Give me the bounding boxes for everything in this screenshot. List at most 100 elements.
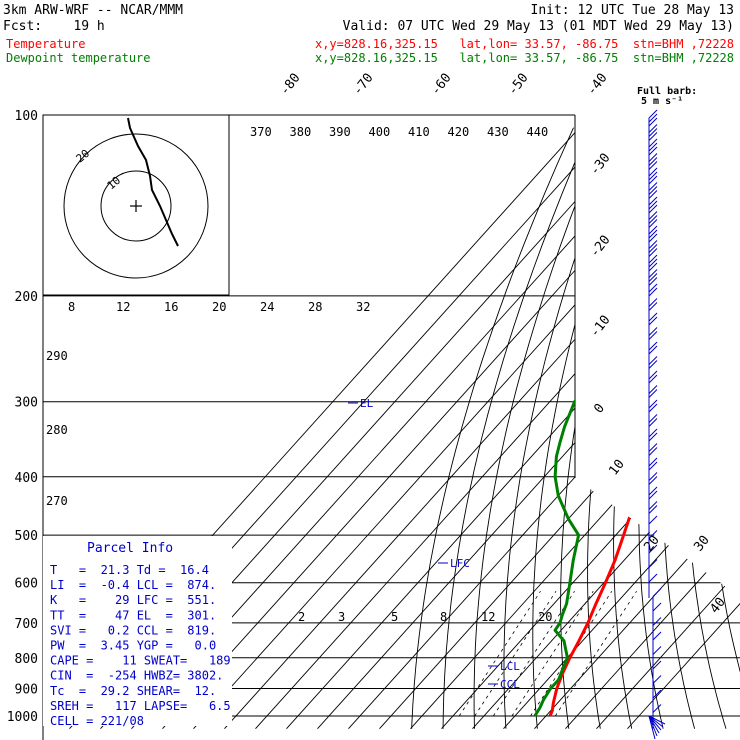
upper-axis-label: 32 — [356, 300, 370, 314]
wind-barbs — [648, 109, 666, 740]
dewpoint-info: x,y=828.16,325.15 lat,lon= 33.57, -86.75… — [315, 51, 734, 65]
upper-axis-label: 16 — [164, 300, 178, 314]
upper-axis-label: 20 — [212, 300, 226, 314]
wind-barb-flag — [648, 254, 658, 264]
wind-barb-flag — [648, 269, 658, 278]
wind-barb-flag — [648, 544, 658, 554]
wind-barb-flag — [648, 345, 658, 355]
pressure-label: 1000 — [7, 710, 38, 725]
parcel-info-title: Parcel Info — [87, 541, 173, 556]
upper-axis-label: 24 — [260, 300, 274, 314]
mixing-ratio-label: 2 — [298, 610, 305, 624]
wind-barb-flag — [652, 704, 662, 713]
wind-barb-flag — [648, 287, 658, 297]
parcel-info-row: CIN = -254 HWBZ= 3802. — [50, 669, 223, 683]
wind-barb-flag — [652, 689, 662, 699]
parcel-info-box: Parcel Info T = 21.3 Td = 16.4LI = -0.4 L… — [43, 536, 232, 728]
theta-label: 440 — [527, 125, 549, 139]
wind-barb-flag — [648, 200, 658, 210]
parcel-info-row: PW = 3.45 YGP = 0.0 — [50, 639, 216, 653]
model-title: 3km ARW-WRF -- NCAR/MMM — [3, 3, 183, 18]
wind-barb-flag — [648, 128, 658, 137]
wind-barb-flag — [652, 675, 662, 684]
isotherm-line — [503, 115, 740, 730]
wind-barb-flag — [648, 476, 658, 485]
wind-barb-flag — [648, 240, 658, 249]
wind-barb-flag — [648, 142, 658, 152]
dry-adiabat-line — [732, 127, 740, 729]
wind-barb-flag — [648, 117, 658, 127]
theta-label: 380 — [290, 125, 312, 139]
wind-barb-flag — [648, 146, 658, 156]
wind-barb-surface — [648, 715, 656, 740]
left-axis-label: 270 — [46, 494, 68, 508]
wind-barb-flag — [648, 248, 658, 257]
pressure-label: 500 — [15, 529, 38, 544]
forecast-hour: Fcst: 19 h — [3, 19, 105, 34]
barb-legend-value: 5 m s⁻¹ — [641, 96, 683, 107]
isotherm-line — [317, 115, 740, 730]
isotherm-label: -40 — [584, 71, 610, 99]
wind-barb-flag — [648, 190, 658, 199]
wind-barb-flag — [648, 196, 658, 206]
wind-barb-flag — [648, 132, 658, 141]
wind-barb-surface — [648, 715, 662, 731]
isotherm-line — [596, 115, 740, 730]
level-label: EL — [360, 397, 374, 410]
level-label: LFC — [450, 557, 470, 570]
wind-barb-flag — [648, 461, 658, 471]
wind-barb-flag — [648, 327, 658, 336]
wind-barb-surface — [648, 715, 664, 728]
wind-barb-flag — [648, 258, 658, 268]
wind-barb-flag — [648, 262, 658, 272]
wind-barb-flag — [648, 298, 658, 307]
wind-barb-flag — [648, 356, 658, 365]
wind-barb-flag — [652, 631, 662, 641]
wind-barb-flag — [648, 153, 658, 162]
dry-adiabat-line — [587, 127, 672, 729]
pressure-label: 700 — [15, 617, 38, 632]
mixing-ratio-label: 20 — [538, 610, 552, 624]
parcel-info-row: CELL = 221/08 — [50, 714, 144, 728]
wind-barb-flag — [648, 124, 658, 133]
wind-barb-flag — [648, 403, 658, 413]
isotherm-line — [472, 115, 740, 730]
wind-barb-flag — [648, 157, 658, 166]
dry-adiabat-line — [503, 127, 623, 729]
dry-adiabat-line — [532, 127, 639, 729]
wind-barb-flag — [648, 389, 658, 398]
init-time: Init: 12 UTC Tue 28 May 13 — [531, 3, 735, 18]
pressure-label: 200 — [15, 290, 38, 305]
wind-barb-flag — [648, 273, 658, 282]
isotherm-line — [627, 115, 740, 730]
wind-barb-flag — [648, 414, 658, 423]
wind-barb-flag — [652, 588, 662, 597]
parcel-info-row: Tc = 29.2 SHEAR= 12. — [50, 684, 216, 698]
wind-barb-flag — [648, 109, 658, 119]
pressure-label: 800 — [15, 652, 38, 667]
parcel-info-row: TT = 47 EL = 301. — [50, 608, 216, 622]
wind-barb-flag — [648, 501, 658, 510]
mixing-ratio-line — [458, 590, 541, 717]
upper-axis-label: 12 — [116, 300, 130, 314]
level-label: LCL — [500, 660, 520, 673]
isotherm-line — [286, 115, 740, 730]
theta-label: 400 — [369, 125, 391, 139]
wind-barb-flag — [652, 602, 662, 612]
level-label: CCL — [500, 678, 520, 691]
hodograph-ring-inner — [100, 170, 172, 242]
wind-barb-flag — [648, 233, 658, 243]
wind-barb-flag — [648, 244, 658, 253]
wind-barb-flag — [648, 490, 658, 500]
wind-barb-flag — [648, 229, 658, 239]
valid-time: Valid: 07 UTC Wed 29 May 13 (01 MDT Wed … — [343, 19, 734, 34]
mixing-ratio-label: 12 — [481, 610, 495, 624]
wind-barb-flag — [652, 646, 662, 655]
wind-barb-flag — [648, 175, 658, 185]
dry-adiabat-line — [411, 127, 574, 729]
wind-barb-flag — [648, 277, 658, 286]
parcel-info-row: LI = -0.4 LCL = 874. — [50, 578, 216, 592]
isotherm-label: -50 — [505, 71, 531, 99]
upper-axis-label: 8 — [68, 300, 75, 314]
pressure-label: 100 — [15, 109, 38, 124]
